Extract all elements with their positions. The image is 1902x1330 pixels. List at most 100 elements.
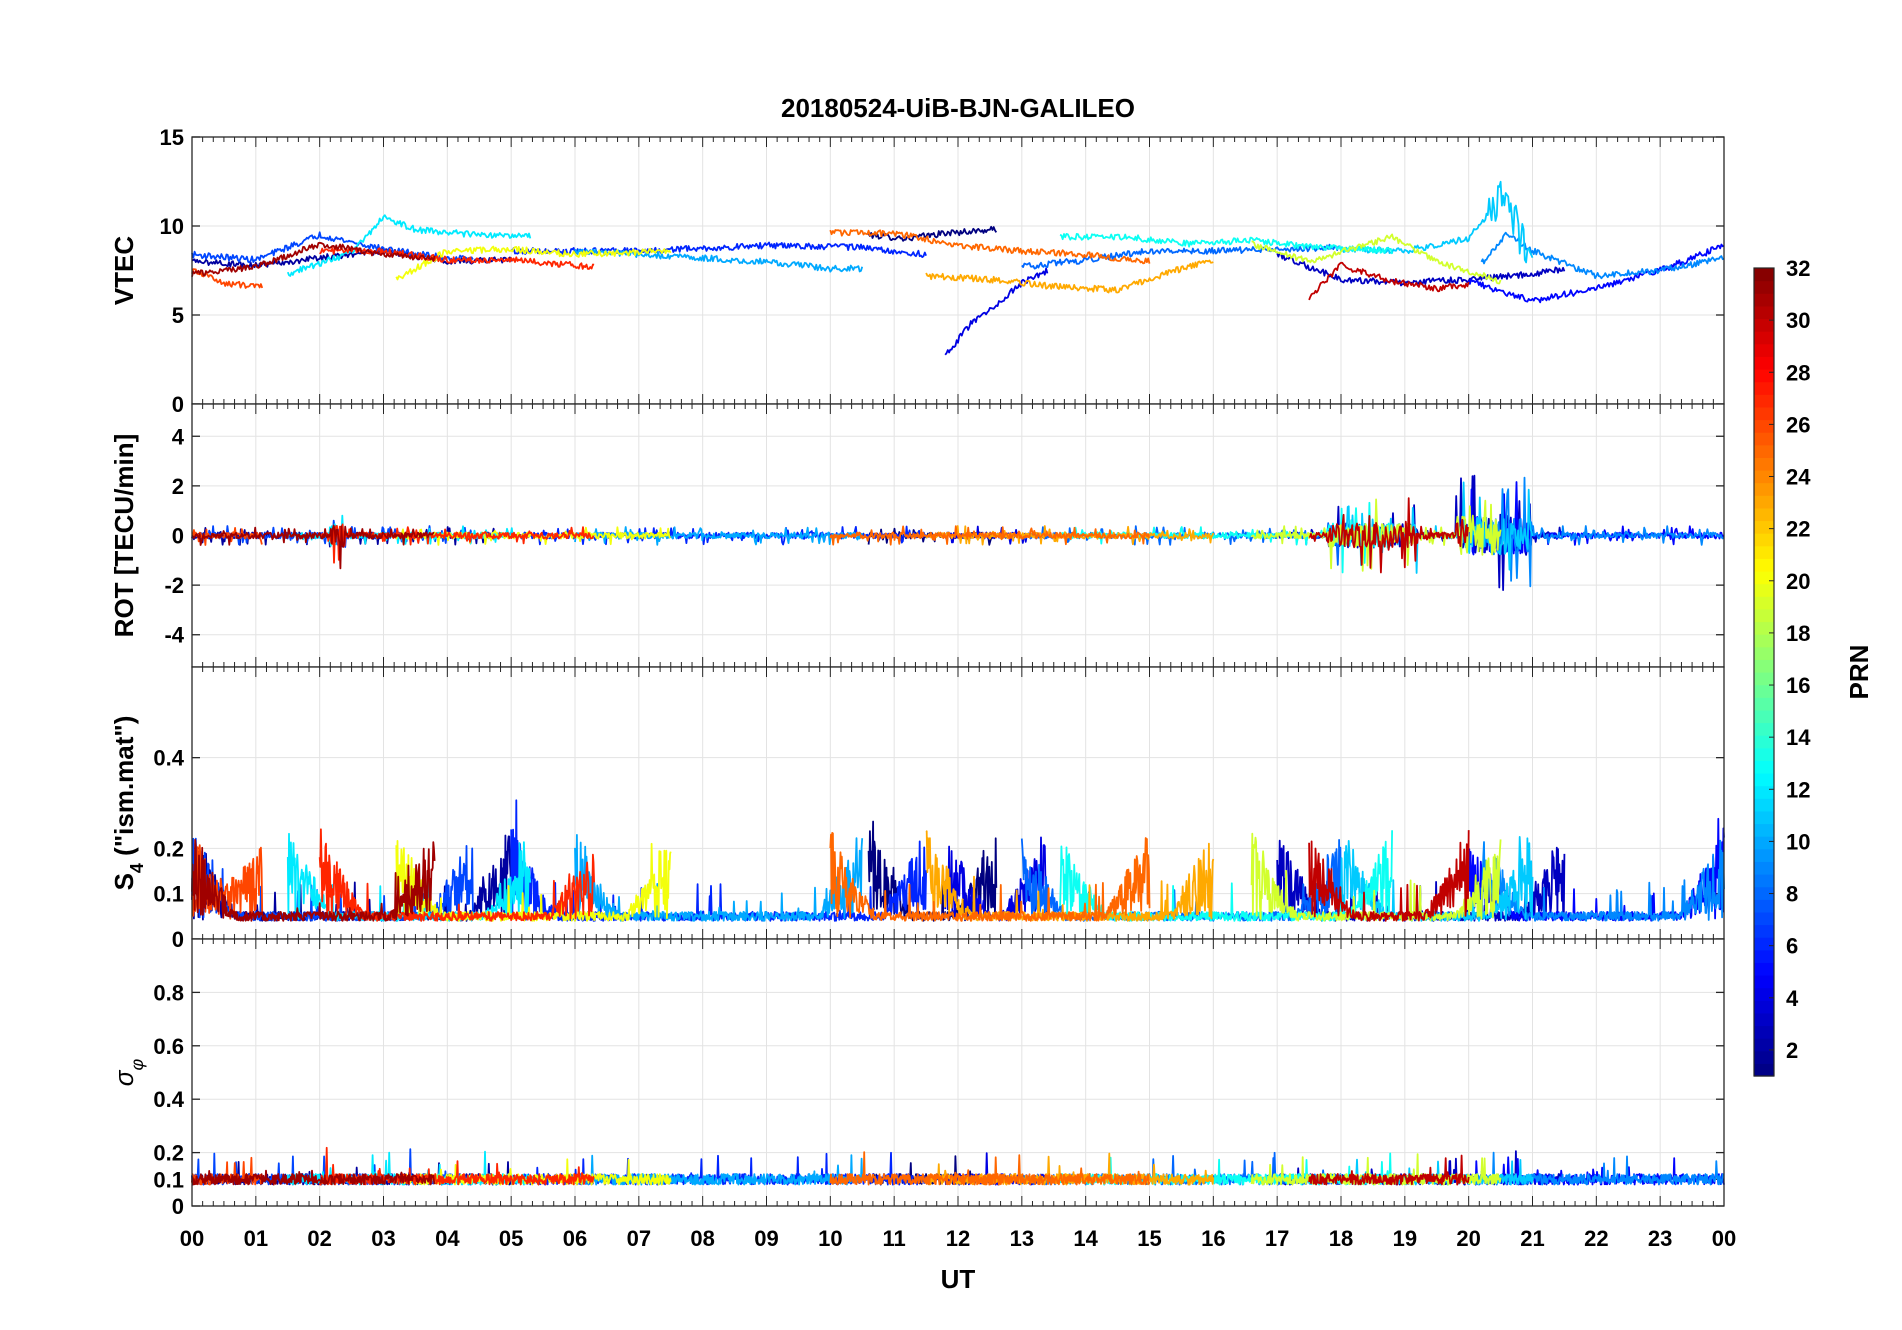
colorbar-segment <box>1754 785 1774 799</box>
series-prn-25-s4 <box>829 832 1151 922</box>
x-tick-label: 20 <box>1456 1226 1480 1251</box>
colorbar-segment <box>1754 848 1774 862</box>
y-tick-label: 0.6 <box>153 1034 184 1059</box>
series-prn-25-rot <box>829 525 1151 546</box>
colorbar-frame <box>1753 267 1775 1077</box>
colorbar-segment <box>1754 747 1774 761</box>
y-tick-label: 0 <box>172 927 184 952</box>
x-tick-label: 18 <box>1329 1226 1353 1251</box>
colorbar-tick-label: 12 <box>1786 777 1810 802</box>
colorbar-segment <box>1754 419 1774 433</box>
colorbar-tick-label: 26 <box>1786 412 1810 437</box>
colorbar-segment <box>1754 1038 1774 1052</box>
series-prn-30-vtec <box>1308 261 1470 301</box>
chart-title: 20180524-UiB-BJN-GALILEO <box>781 93 1135 123</box>
colorbar-segment <box>1754 697 1774 711</box>
series-prn-31-rot <box>191 524 435 570</box>
colorbar-segment <box>1754 646 1774 660</box>
colorbar-segment <box>1754 583 1774 597</box>
series-prn-31-vtec <box>191 241 436 277</box>
colorbar-segment <box>1754 634 1774 648</box>
y-tick-label: 0 <box>172 392 184 417</box>
colorbar-tick-label: 24 <box>1786 465 1811 490</box>
colorbar-segment <box>1754 735 1774 749</box>
y-tick-label: 0.2 <box>153 836 184 861</box>
colorbar-segment <box>1754 899 1774 913</box>
colorbar-segment <box>1754 621 1774 635</box>
series-group <box>191 1146 1725 1186</box>
colorbar-segment <box>1754 406 1774 421</box>
colorbar-tick-label: 18 <box>1786 621 1810 646</box>
colorbar-segment <box>1754 571 1774 585</box>
y-tick-label: -4 <box>164 623 184 648</box>
series-prn-5-vtec <box>1467 243 1725 304</box>
x-tick-label: 11 <box>883 1226 906 1251</box>
series-prn-25-sigma_phi <box>829 1151 1151 1186</box>
x-tick-label: 05 <box>499 1226 523 1251</box>
x-tick-label: 03 <box>371 1226 395 1251</box>
colorbar-segment <box>1754 369 1774 383</box>
y-axis-label: ROT [TECU/min] <box>109 434 139 638</box>
colorbar-segment <box>1754 962 1774 976</box>
series-prn-8-vtec <box>1021 243 1342 270</box>
colorbar-segment <box>1754 975 1774 989</box>
series-group <box>191 474 1725 591</box>
x-tick-label: 17 <box>1265 1226 1289 1251</box>
series-group <box>191 180 1725 356</box>
colorbar-segment <box>1754 798 1774 812</box>
colorbar-tick-label: 14 <box>1786 725 1811 750</box>
y-tick-label: 2 <box>172 474 184 499</box>
colorbar-segment <box>1754 949 1774 963</box>
colorbar-segment <box>1754 280 1774 294</box>
series-prn-30-s4 <box>1308 830 1470 922</box>
colorbar-segment <box>1754 495 1774 509</box>
colorbar-segment <box>1754 760 1774 774</box>
colorbar-segment <box>1754 886 1774 900</box>
series-prn-7-vtec <box>191 231 474 264</box>
x-tick-label: 06 <box>563 1226 587 1251</box>
colorbar-segment <box>1754 305 1774 320</box>
y-tick-label: 0 <box>172 1194 184 1219</box>
series-prn-19-rot <box>1250 498 1502 572</box>
panel-s4: 00.10.20.4S4 ("ism.mat") <box>109 666 1725 952</box>
colorbar-segment <box>1754 268 1774 282</box>
colorbar-segment <box>1754 608 1774 623</box>
y-axis-label-subscript: 4 <box>127 863 147 873</box>
colorbar-segment <box>1754 861 1774 875</box>
panel-rot: -4 -2 0 2 4 ROT [TECU/min] <box>109 403 1725 668</box>
colorbar-segment <box>1754 432 1774 446</box>
colorbar-segment <box>1754 987 1774 1001</box>
colorbar-segment <box>1754 836 1774 850</box>
x-tick-label: 19 <box>1393 1226 1417 1251</box>
series-prn-23-vtec <box>925 259 1214 294</box>
x-tick-label: 14 <box>1073 1226 1098 1251</box>
colorbar-segment <box>1754 596 1774 610</box>
y-tick-label: 15 <box>160 125 184 150</box>
colorbar-tick-label: 22 <box>1786 517 1810 542</box>
colorbar-segment <box>1754 924 1774 938</box>
colorbar-segment <box>1754 672 1774 686</box>
y-tick-label: 0 <box>172 524 184 549</box>
series-group <box>191 799 1725 922</box>
colorbar-segment <box>1754 810 1774 825</box>
colorbar-segment <box>1754 356 1774 370</box>
colorbar-segment <box>1754 394 1774 408</box>
series-prn-19-vtec <box>1251 233 1502 285</box>
y-tick-label: 0.8 <box>153 980 184 1005</box>
x-tick-label: 01 <box>244 1226 268 1251</box>
x-tick-label: 00 <box>180 1226 204 1251</box>
series-prn-3-vtec <box>1276 252 1566 287</box>
panel-vtec: 0 5 10 15 VTEC <box>109 125 1725 417</box>
y-tick-label: 0.1 <box>153 882 184 907</box>
y-tick-label: -2 <box>164 573 184 598</box>
colorbar-segment <box>1754 343 1774 357</box>
series-prn-10-sigma_phi <box>574 1154 864 1186</box>
y-axis-label: σφ <box>109 1059 147 1087</box>
colorbar-segment <box>1754 709 1774 724</box>
series-prn-9-vtec <box>1480 231 1725 280</box>
series-prn-25-vtec <box>829 229 1151 265</box>
series-prn-27-sigma_phi <box>318 1146 595 1186</box>
series-prn-13-vtec <box>1059 233 1393 255</box>
colorbar-segment <box>1754 545 1774 559</box>
